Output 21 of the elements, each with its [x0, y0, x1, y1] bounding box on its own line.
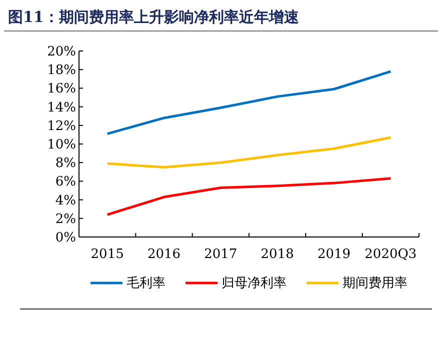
y-tick-label: 16%	[47, 82, 76, 97]
y-tick-label: 8%	[55, 156, 76, 172]
y-tick-label: 4%	[55, 193, 76, 208]
x-tick-label: 2019	[317, 247, 351, 262]
x-tick-label: 2016	[147, 247, 181, 262]
legend-label: 毛利率	[126, 275, 166, 291]
legend-label: 归母净利率	[222, 275, 286, 291]
y-tick-label: 20%	[47, 44, 76, 60]
x-tick-label: 2018	[260, 247, 294, 262]
y-tick-label: 12%	[47, 118, 76, 134]
x-tick-label: 2020Q3	[364, 247, 417, 262]
y-tick-label: 6%	[55, 174, 76, 190]
legend-label: 期间费用率	[342, 275, 408, 291]
y-tick-label: 2%	[55, 212, 76, 227]
title: 图11：期间费用率上升影响净利率近年增速	[8, 8, 299, 26]
x-tick-label: 2017	[204, 247, 238, 262]
y-tick-label: 10%	[47, 138, 76, 152]
y-tick-label: 14%	[47, 100, 76, 116]
y-tick-label: 18%	[47, 63, 76, 78]
y-tick-label: 0%	[55, 230, 76, 246]
x-tick-label: 2015	[90, 247, 124, 262]
